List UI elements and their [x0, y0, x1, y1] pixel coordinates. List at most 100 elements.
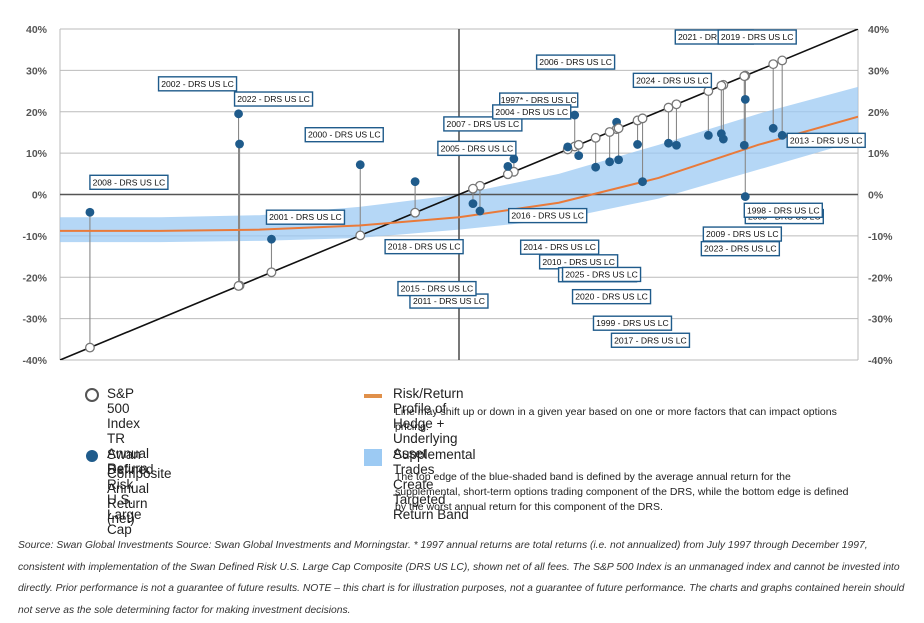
- point-label: 2007 - DRS US LC: [447, 119, 520, 129]
- point-label-box: [384, 238, 464, 255]
- drs-point: [563, 142, 573, 152]
- open-circle-icon: [85, 388, 99, 402]
- y-tick-label-left: -30%: [22, 314, 47, 326]
- drs-point: [664, 138, 673, 148]
- sp500-point: [663, 102, 674, 113]
- point-label: 1998 - DRS US LC: [747, 205, 820, 215]
- point-label-box: [265, 209, 346, 225]
- drs-point: [235, 139, 244, 149]
- blue-band-icon: [364, 449, 382, 466]
- sp500-point: [739, 71, 750, 82]
- sp500-point: [266, 267, 277, 278]
- sp500-point: [716, 80, 727, 91]
- legend-drs-line1: Swan Defined Risk U.S. Large Cap: [107, 447, 154, 537]
- sp500-point: [355, 230, 366, 241]
- point-label: 2010 - DRS US LC: [542, 257, 615, 267]
- sp500-point: [468, 183, 478, 194]
- y-tick-label-right: -20%: [868, 272, 893, 284]
- point-label-box: [592, 315, 673, 331]
- sp500-point: [84, 342, 95, 353]
- y-tick-label-right: -40%: [868, 355, 893, 367]
- point-label-box: [304, 127, 384, 143]
- drs-point: [740, 94, 750, 104]
- point-label-box: [743, 202, 823, 218]
- point-label-box: [717, 29, 797, 45]
- drs-point: [633, 140, 642, 149]
- y-tick-label-left: -20%: [22, 272, 47, 284]
- point-label-box: [437, 140, 517, 157]
- drs-point: [503, 161, 513, 171]
- point-label: 2023 - DRS US LC: [704, 244, 777, 254]
- y-tick-label-left: 40%: [26, 24, 48, 36]
- y-tick-label-left: 30%: [26, 65, 48, 77]
- point-label: 2005 - DRS US LC: [441, 143, 514, 153]
- sp500-point: [637, 113, 648, 124]
- y-tick-label-right: -30%: [868, 314, 893, 326]
- point-label: 2004 - DRS US LC: [495, 107, 568, 117]
- point-label: 2006 - DRS US LC: [539, 57, 612, 67]
- footnote: Source: Swan Global Investments Source: …: [18, 540, 905, 616]
- drs-point: [716, 129, 726, 139]
- sp500-point: [768, 59, 779, 70]
- point-label: 2019 - DRS US LC: [721, 32, 794, 42]
- sp500-point: [703, 86, 714, 97]
- point-label-box: [233, 91, 314, 107]
- legend-band-title: Supplemental Trades Create Targeted Retu…: [393, 447, 476, 522]
- sp500-point: [604, 127, 615, 137]
- drs-point: [740, 192, 750, 201]
- scatter-chart: 40% 40% 30% 30% 20% 20% 10% 10% 0% 0% -10% -10% -20%…: [22, 24, 893, 367]
- point-label-box: [571, 288, 652, 305]
- drs-point: [574, 151, 584, 161]
- point-label-box: [492, 104, 572, 120]
- point-label-box: [632, 72, 713, 89]
- sp500-point: [502, 169, 513, 180]
- drs-point: [410, 177, 420, 187]
- drs-point: [509, 154, 519, 164]
- drs-point: [468, 199, 478, 209]
- point-label: 2025 - DRS US LC: [565, 269, 638, 279]
- drs-point: [267, 234, 276, 244]
- drs-point: [591, 162, 601, 172]
- sp500-point: [671, 99, 682, 110]
- y-tick-label-left: 10%: [26, 148, 48, 160]
- point-label-box: [561, 266, 642, 283]
- drs-point: [85, 207, 95, 217]
- y-tick-label-right: -10%: [868, 231, 893, 243]
- point-label: 2008 - DRS US LC: [93, 177, 166, 187]
- point-label: 2002 - DRS US LC: [161, 79, 234, 89]
- y-tick-label-right: 40%: [868, 24, 890, 36]
- drs-point: [703, 130, 713, 140]
- sp500-point: [590, 132, 601, 143]
- point-label: 2013 - DRS US LC: [790, 135, 863, 145]
- legend-band-desc: The top edge of the blue-shaded band is …: [395, 471, 849, 513]
- drs-point: [355, 160, 365, 170]
- point-label: 2009 - DRS US LC: [706, 229, 779, 239]
- sp500-point: [233, 280, 244, 291]
- point-label: 2015 - DRS US LC: [401, 284, 474, 294]
- legend-sp500: S&P 500 Index TR Annual Return: [107, 386, 150, 476]
- drs-point: [739, 140, 749, 150]
- point-label-box: [508, 207, 588, 224]
- drs-point: [234, 109, 243, 119]
- drs-point: [614, 155, 623, 165]
- drs-point: [768, 123, 778, 133]
- point-label-box: [89, 174, 169, 190]
- drs-point: [672, 140, 681, 150]
- filled-circle-icon: [86, 450, 98, 462]
- point-label: 2017 - DRS US LC: [614, 335, 687, 345]
- point-label: 2000 - DRS US LC: [308, 130, 381, 140]
- point-label-box: [700, 240, 781, 257]
- sp500-point: [573, 139, 584, 150]
- drs-point: [777, 130, 787, 140]
- legend-profile-title: Risk/Return Profile of Hedge + Underlyin…: [393, 386, 464, 461]
- legend-profile-desc: Line may shift up or down in a given yea…: [395, 406, 837, 433]
- point-label: 2014 - DRS US LC: [523, 242, 596, 252]
- point-label-box: [535, 54, 616, 70]
- y-tick-label-right: 10%: [868, 148, 890, 160]
- drs-point: [605, 157, 615, 167]
- y-tick-label-right: 20%: [868, 107, 890, 119]
- point-label: 2024 - DRS US LC: [636, 75, 709, 85]
- point-label: 2022 - DRS US LC: [237, 94, 310, 104]
- y-tick-label-right: 30%: [868, 65, 890, 77]
